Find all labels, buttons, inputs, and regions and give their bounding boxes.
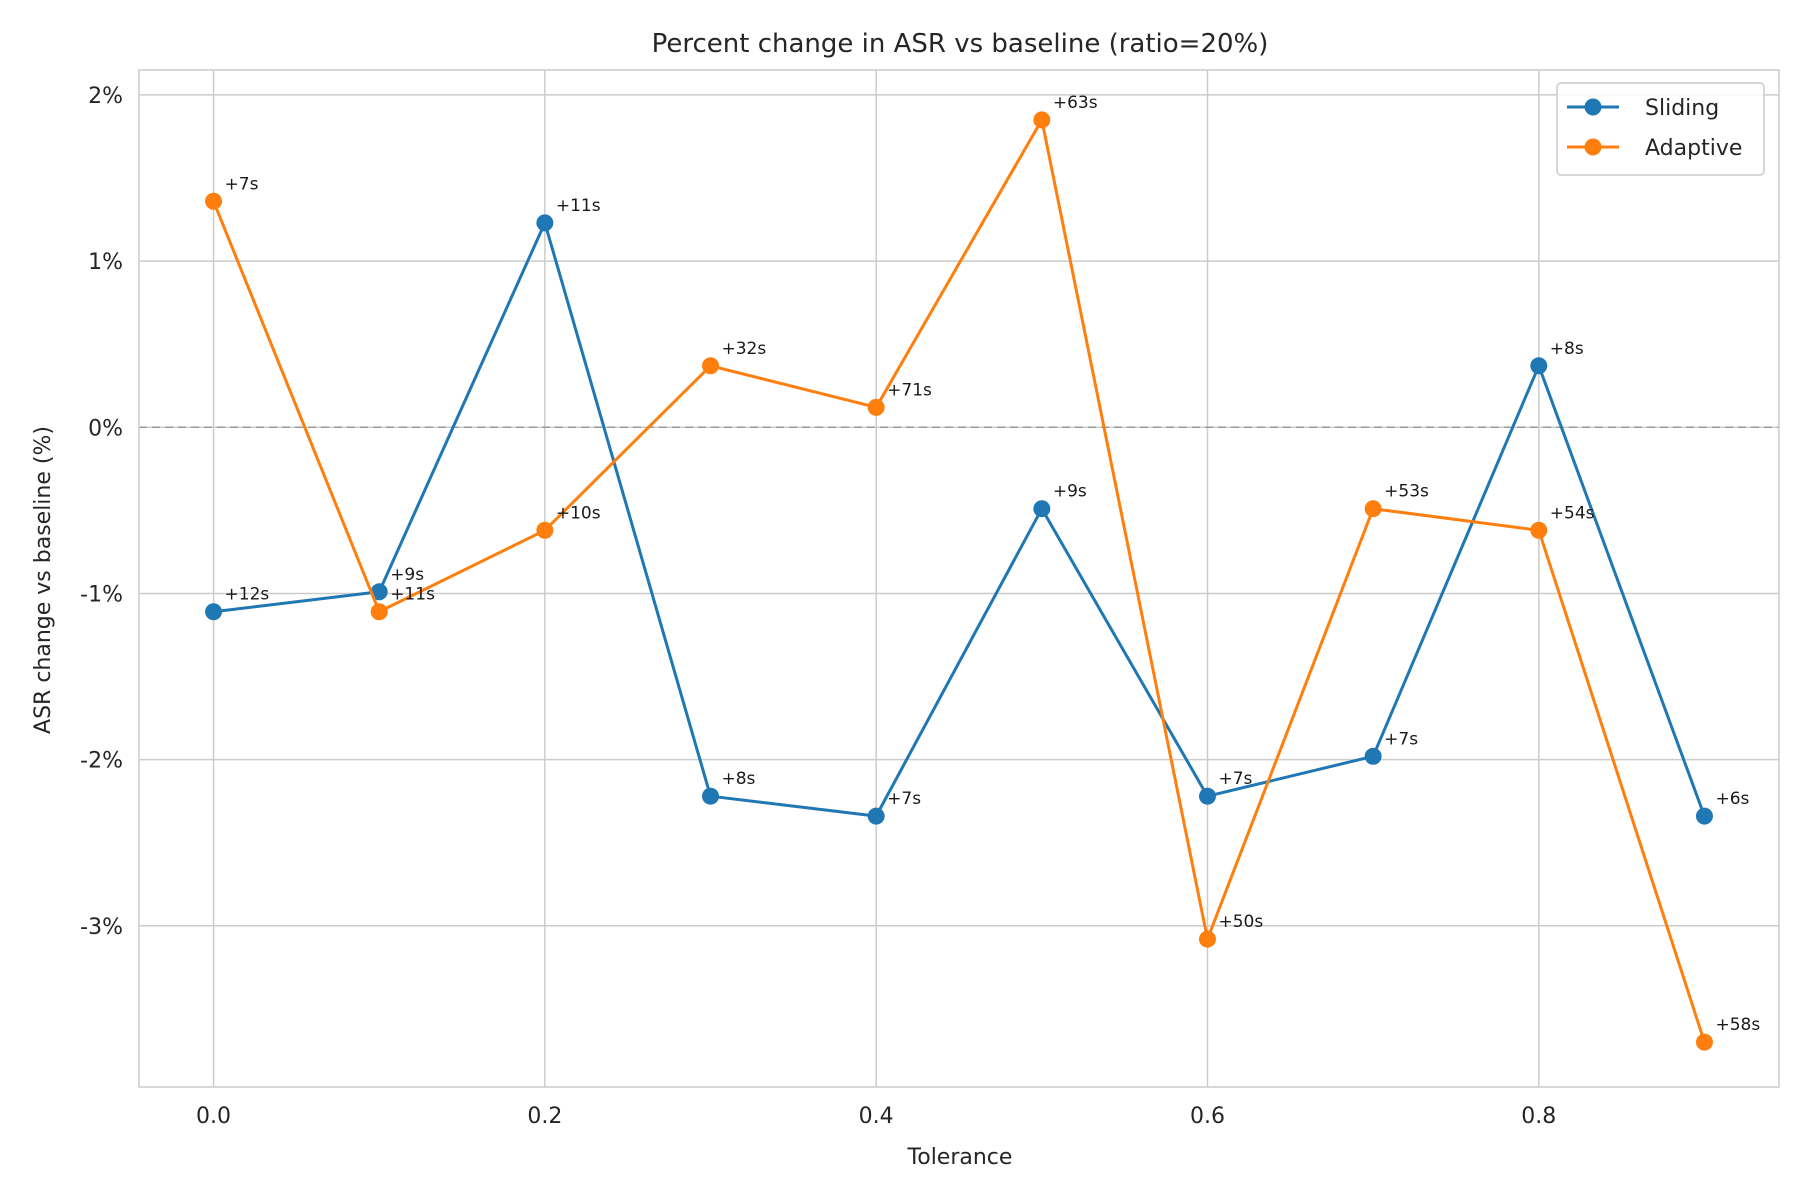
point-label-adaptive: +50s xyxy=(1218,912,1263,932)
y-axis-ticks: 2% 1% 0% -1% -2% -3% xyxy=(80,84,123,940)
y-tick-label: 0% xyxy=(88,416,123,441)
data-point-sliding xyxy=(1198,787,1216,805)
legend: Sliding Adaptive xyxy=(1556,82,1765,176)
data-point-adaptive xyxy=(867,398,885,416)
y-tick-label: 1% xyxy=(88,250,123,275)
point-label-adaptive: +54s xyxy=(1550,503,1595,523)
data-point-sliding xyxy=(1364,747,1382,765)
data-point-sliding xyxy=(205,603,223,621)
plot-frame xyxy=(138,69,1780,1088)
data-point-sliding xyxy=(1033,500,1051,518)
x-tick-label: 0.2 xyxy=(527,1104,562,1129)
legend-item-sliding: Sliding xyxy=(1567,96,1719,121)
series-line-sliding xyxy=(213,221,1706,818)
data-point-sliding xyxy=(1530,357,1548,375)
point-label-adaptive: +71s xyxy=(887,380,932,400)
point-label-sliding: +8s xyxy=(722,769,756,789)
x-tick-label: 0.8 xyxy=(1521,1104,1556,1129)
chart-title: Percent change in ASR vs baseline (ratio… xyxy=(652,29,1269,59)
data-point-adaptive xyxy=(1364,500,1382,518)
point-label-sliding: +9s xyxy=(1053,482,1087,502)
series-sliding xyxy=(205,214,1713,825)
data-point-adaptive xyxy=(1033,111,1051,129)
y-tick-label: 2% xyxy=(88,84,123,109)
data-point-adaptive xyxy=(1530,521,1548,539)
point-label-sliding: +11s xyxy=(556,196,601,216)
x-axis-label: Tolerance xyxy=(907,1145,1013,1170)
y-tick-label: -3% xyxy=(80,915,123,940)
data-point-adaptive xyxy=(370,603,388,621)
point-label-adaptive: +58s xyxy=(1715,1015,1760,1035)
point-label-sliding: +7s xyxy=(1384,729,1418,749)
x-axis-ticks: 0.0 0.2 0.4 0.6 0.8 xyxy=(196,1104,1556,1129)
series-line-adaptive xyxy=(212,118,1706,1043)
point-label-adaptive: +7s xyxy=(225,174,259,194)
data-point-sliding xyxy=(1695,807,1713,825)
data-point-adaptive xyxy=(1695,1033,1713,1051)
data-point-adaptive xyxy=(536,521,554,539)
point-label-adaptive: +10s xyxy=(556,503,601,523)
data-point-sliding xyxy=(867,807,885,825)
data-point-adaptive xyxy=(702,357,720,375)
data-point-adaptive xyxy=(1198,930,1216,948)
point-label-sliding: +12s xyxy=(225,585,270,605)
series-layer xyxy=(205,111,1713,1051)
point-labels: +12s+9s+11s+8s+7s+9s+7s+7s+8s+6s+7s+11s+… xyxy=(225,93,1761,1035)
legend-marker-adaptive xyxy=(1584,138,1602,156)
data-point-adaptive xyxy=(205,192,223,210)
legend-item-adaptive: Adaptive xyxy=(1567,136,1742,161)
x-tick-label: 0.0 xyxy=(196,1104,231,1129)
point-label-sliding: +9s xyxy=(390,565,424,585)
legend-marker-sliding xyxy=(1584,98,1602,116)
legend-label-adaptive: Adaptive xyxy=(1645,136,1742,161)
y-axis-label: ASR change vs baseline (%) xyxy=(31,426,56,734)
point-label-adaptive: +32s xyxy=(722,339,767,359)
point-label-adaptive: +11s xyxy=(390,585,435,605)
point-label-sliding: +8s xyxy=(1550,339,1584,359)
data-point-sliding xyxy=(702,787,720,805)
data-point-sliding xyxy=(370,583,388,601)
data-point-sliding xyxy=(536,214,554,232)
legend-label-sliding: Sliding xyxy=(1645,96,1719,121)
point-label-sliding: +7s xyxy=(1218,769,1252,789)
point-label-adaptive: +63s xyxy=(1053,93,1098,113)
x-tick-label: 0.6 xyxy=(1190,1104,1225,1129)
y-tick-label: -1% xyxy=(80,582,123,607)
point-label-adaptive: +53s xyxy=(1384,482,1429,502)
series-adaptive xyxy=(205,111,1713,1051)
point-label-sliding: +7s xyxy=(887,789,921,809)
point-label-sliding: +6s xyxy=(1715,789,1749,809)
y-tick-label: -2% xyxy=(80,749,123,774)
x-tick-label: 0.4 xyxy=(859,1104,894,1129)
